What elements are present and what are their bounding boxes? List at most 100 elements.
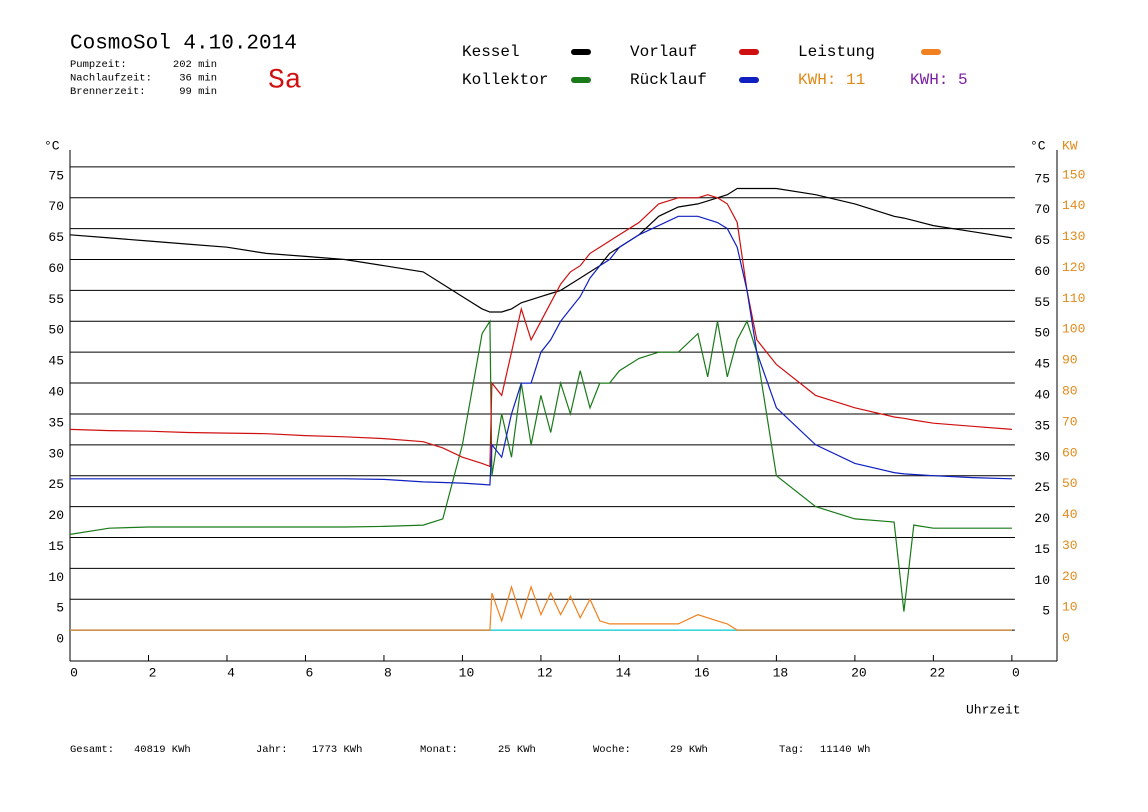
y-tick-label-right: 50 <box>1034 326 1050 341</box>
total-label: Monat: <box>420 744 458 756</box>
y-tick-label-right: 45 <box>1034 357 1050 372</box>
kwh-label: KWH: 11 <box>798 71 865 89</box>
y-tick-label: 0 <box>56 632 64 647</box>
y2-tick-label: 70 <box>1062 414 1078 429</box>
y-tick-label-right: 20 <box>1034 511 1050 526</box>
y2-tick-label: 0 <box>1062 631 1070 646</box>
info-label: Brennerzeit: <box>70 86 146 98</box>
legend-swatch <box>921 49 941 55</box>
info-value: 202 min <box>173 59 217 71</box>
y2-tick-label: 100 <box>1062 322 1085 337</box>
y-tick-label-right: 65 <box>1034 233 1050 248</box>
x-tick-label: 18 <box>773 665 789 680</box>
y-tick-label: 75 <box>48 168 64 183</box>
y-tick-label-right: 55 <box>1034 295 1050 310</box>
x-tick-label: 12 <box>537 665 553 680</box>
y-tick-label-right: 35 <box>1034 418 1050 433</box>
y2-tick-label: 60 <box>1062 445 1078 460</box>
x-tick-label: 2 <box>149 665 157 680</box>
total-value: 29 KWh <box>670 744 708 756</box>
total-label: Jahr: <box>256 744 288 756</box>
y-tick-label-right: 5 <box>1042 604 1050 619</box>
y-tick-label: 15 <box>48 539 64 554</box>
total-value: 1773 KWh <box>312 744 362 756</box>
y2-tick-label: 20 <box>1062 569 1078 584</box>
total-value: 11140 Wh <box>820 744 870 756</box>
y-tick-label-right: 25 <box>1034 480 1050 495</box>
y-tick-label: 65 <box>48 230 64 245</box>
legend-label: Leistung <box>798 43 875 61</box>
y-tick-label: 20 <box>48 508 64 523</box>
y-tick-label: 70 <box>48 199 64 214</box>
y-tick-label: 5 <box>56 601 64 616</box>
y-axis-label: °C <box>44 138 60 153</box>
legend-label: Kessel <box>462 43 520 61</box>
series-line <box>70 215 1012 486</box>
legend-label: Kollektor <box>462 71 548 89</box>
y2-tick-label: 90 <box>1062 353 1078 368</box>
legend-swatch <box>571 77 591 83</box>
y-tick-label: 30 <box>48 446 64 461</box>
x-tick-label: 8 <box>384 665 392 680</box>
x-tick-label: 20 <box>851 665 867 680</box>
info-value: 99 min <box>179 86 217 98</box>
y2-tick-label: 130 <box>1062 229 1085 244</box>
legend-swatch <box>739 77 759 83</box>
info-label: Pumpzeit: <box>70 59 127 71</box>
x-tick-label: 0 <box>70 665 78 680</box>
legend-label: Rücklauf <box>630 71 707 89</box>
y-tick-label-right: 10 <box>1034 573 1050 588</box>
kwh-label: KWH: 5 <box>910 71 968 89</box>
series-line <box>69 194 1012 468</box>
y-tick-label-right: 15 <box>1034 542 1050 557</box>
y-tick-label: 40 <box>48 384 64 399</box>
x-tick-label: 22 <box>930 665 946 680</box>
y-tick-label-right: 30 <box>1034 449 1050 464</box>
chart-title: CosmoSol 4.10.2014 <box>70 33 297 56</box>
info-label: Nachlaufzeit: <box>70 72 152 84</box>
y-tick-label: 25 <box>48 477 64 492</box>
y2-tick-label: 50 <box>1062 476 1078 491</box>
info-value: 36 min <box>179 72 217 84</box>
legend-swatch <box>739 49 759 55</box>
y2-tick-label: 10 <box>1062 600 1078 615</box>
y-tick-label-right: 40 <box>1034 387 1050 402</box>
y-tick-label: 45 <box>48 354 64 369</box>
y2-tick-label: 140 <box>1062 198 1085 213</box>
x-tick-label: 0 <box>1012 665 1020 680</box>
total-label: Tag: <box>779 744 804 756</box>
y-tick-label: 55 <box>48 292 64 307</box>
total-label: Woche: <box>593 744 631 756</box>
x-tick-label: 10 <box>459 665 475 680</box>
x-tick-label: 4 <box>227 665 235 680</box>
y2-axis-label: KW <box>1062 138 1078 153</box>
y-tick-label-right: 75 <box>1034 171 1050 186</box>
series-line <box>70 584 1012 631</box>
x-tick-label: 6 <box>306 665 314 680</box>
total-label: Gesamt: <box>70 744 114 756</box>
y-tick-label: 60 <box>48 261 64 276</box>
y-axis-label-right: °C <box>1030 138 1046 153</box>
y-tick-label: 10 <box>48 570 64 585</box>
series-line <box>69 187 1012 313</box>
y-tick-label-right: 60 <box>1034 264 1050 279</box>
y2-tick-label: 120 <box>1062 260 1085 275</box>
weekday: Sa <box>268 65 302 96</box>
x-tick-label: 14 <box>616 665 632 680</box>
y-tick-label: 35 <box>48 415 64 430</box>
total-value: 40819 KWh <box>134 744 191 756</box>
y-tick-label: 50 <box>48 323 64 338</box>
y2-tick-label: 150 <box>1062 167 1085 182</box>
x-tick-label: 16 <box>694 665 710 680</box>
legend-swatch <box>571 49 591 55</box>
total-value: 25 KWh <box>498 744 536 756</box>
y2-tick-label: 40 <box>1062 507 1078 522</box>
legend-label: Vorlauf <box>630 43 697 61</box>
y2-tick-label: 110 <box>1062 291 1085 306</box>
y2-tick-label: 30 <box>1062 538 1078 553</box>
y-tick-label-right: 70 <box>1034 202 1050 217</box>
x-axis-label: Uhrzeit <box>966 702 1021 717</box>
series-line <box>69 319 1012 612</box>
y2-tick-label: 80 <box>1062 383 1078 398</box>
